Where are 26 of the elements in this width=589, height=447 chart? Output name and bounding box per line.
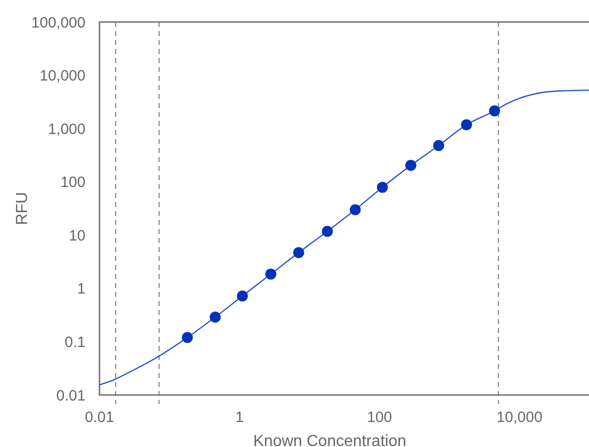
point [461, 119, 472, 130]
x-tick-label: 1 [235, 409, 244, 426]
point [236, 290, 248, 302]
y-tick-label: 10 [68, 227, 86, 244]
y-tick-label: 1,000 [48, 120, 86, 138]
y-tick-label: 10,000 [40, 68, 86, 85]
point [322, 226, 333, 237]
y-axis-title: RFU [14, 192, 31, 225]
x-tick-label: 10,000 [496, 409, 542, 426]
point [405, 160, 416, 171]
x-tick-label: 100 [366, 409, 392, 426]
y-tick-label: 100 [60, 174, 86, 192]
point [182, 332, 193, 343]
y-tick-label: 1 [77, 280, 86, 298]
y-tick-label: 0.01 [56, 387, 86, 404]
point [265, 268, 276, 280]
point [293, 247, 304, 258]
point [433, 140, 444, 152]
point [376, 182, 388, 193]
y-tick-label: 100,000 [31, 14, 86, 32]
y-tick-label: 0.1 [64, 334, 86, 351]
x-axis-title: Known Concentration [253, 433, 406, 447]
point [210, 312, 221, 323]
x-tick-label: 0.01 [84, 409, 114, 426]
point [489, 105, 500, 116]
point [350, 204, 361, 216]
